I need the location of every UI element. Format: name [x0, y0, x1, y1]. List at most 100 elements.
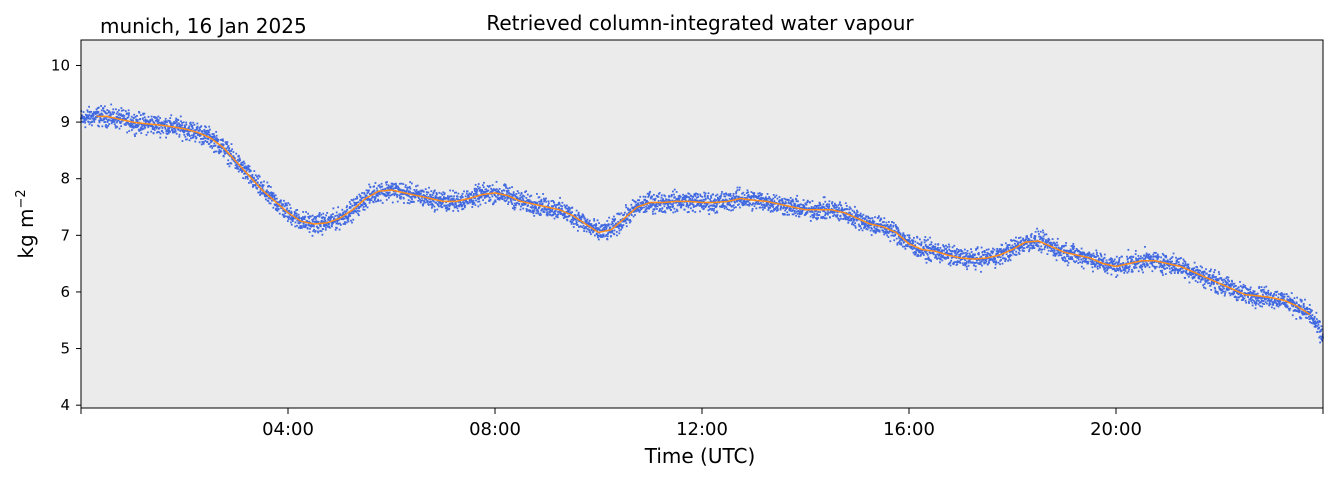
scatter-point — [1037, 241, 1040, 243]
scatter-point — [192, 136, 195, 139]
scatter-point — [136, 124, 139, 127]
scatter-point — [1014, 242, 1016, 245]
scatter-point — [136, 120, 139, 123]
scatter-point — [203, 135, 206, 138]
scatter-point — [785, 198, 788, 201]
scatter-point — [494, 195, 497, 198]
scatter-point — [742, 191, 745, 194]
scatter-point — [767, 207, 770, 210]
scatter-point — [1107, 266, 1110, 269]
scatter-point — [876, 223, 878, 225]
scatter-point — [1071, 246, 1074, 249]
scatter-point — [1050, 248, 1053, 250]
scatter-point — [735, 192, 737, 195]
scatter-point — [1000, 259, 1002, 261]
scatter-point — [297, 226, 300, 229]
scatter-point — [525, 197, 528, 199]
scatter-point — [356, 205, 359, 208]
scatter-point — [736, 186, 739, 189]
scatter-point — [566, 204, 568, 207]
scatter-point — [813, 212, 816, 215]
scatter-point — [513, 202, 516, 205]
scatter-point — [886, 224, 889, 226]
scatter-point — [671, 206, 674, 209]
scatter-point — [517, 198, 520, 201]
scatter-point — [769, 206, 772, 209]
scatter-point — [177, 128, 180, 131]
scatter-point — [453, 205, 456, 208]
scatter-point — [422, 204, 424, 207]
scatter-point — [395, 187, 398, 190]
scatter-point — [1099, 266, 1101, 269]
scatter-point — [608, 223, 610, 226]
scatter-point — [165, 124, 168, 126]
scatter-point — [199, 126, 202, 129]
scatter-point — [709, 204, 712, 207]
scatter-point — [351, 209, 354, 212]
scatter-point — [712, 193, 714, 196]
scatter-point — [867, 217, 870, 219]
scatter-point — [687, 206, 690, 209]
scatter-point — [652, 213, 654, 215]
scatter-point — [796, 210, 798, 213]
scatter-point — [168, 127, 171, 130]
scatter-point — [948, 248, 950, 251]
scatter-point — [760, 202, 762, 204]
scatter-point — [558, 201, 561, 204]
scatter-point — [616, 225, 619, 228]
scatter-point — [336, 220, 339, 223]
scatter-point — [1060, 254, 1063, 257]
scatter-point — [411, 198, 413, 201]
scatter-point — [697, 195, 700, 198]
scatter-point — [882, 224, 884, 227]
scatter-point — [587, 223, 590, 226]
scatter-point — [267, 200, 270, 202]
scatter-point — [994, 261, 997, 264]
scatter-point — [434, 197, 437, 199]
scatter-point — [377, 184, 380, 187]
scatter-point — [751, 203, 753, 206]
scatter-point — [707, 192, 710, 195]
scatter-point — [999, 248, 1002, 250]
scatter-point — [898, 241, 900, 244]
scatter-point — [286, 220, 289, 223]
scatter-point — [595, 224, 598, 226]
scatter-point — [387, 184, 390, 187]
scatter-point — [855, 219, 858, 222]
scatter-point — [714, 194, 717, 197]
scatter-point — [889, 223, 892, 226]
scatter-point — [926, 258, 929, 260]
scatter-point — [994, 263, 997, 266]
scatter-point — [713, 207, 716, 210]
scatter-point — [1074, 261, 1077, 264]
scatter-point — [371, 195, 374, 197]
scatter-point — [179, 124, 182, 126]
scatter-point — [173, 127, 176, 129]
scatter-point — [670, 209, 672, 211]
scatter-point — [104, 111, 107, 114]
scatter-point — [657, 195, 660, 198]
scatter-point — [218, 148, 221, 151]
scatter-point — [98, 119, 101, 122]
scatter-point — [1005, 258, 1007, 261]
scatter-point — [1046, 245, 1049, 248]
scatter-point — [244, 177, 247, 180]
scatter-point — [828, 205, 831, 208]
scatter-point — [991, 250, 993, 253]
scatter-point — [1002, 250, 1005, 253]
scatter-point — [724, 195, 727, 198]
scatter-point — [409, 181, 412, 184]
scatter-point — [196, 126, 199, 129]
scatter-point — [750, 191, 753, 193]
scatter-point — [1024, 239, 1026, 242]
scatter-point — [720, 193, 723, 195]
scatter-point — [257, 174, 260, 177]
scatter-point — [94, 113, 97, 116]
scatter-point — [1008, 256, 1010, 259]
scatter-point — [1099, 258, 1102, 261]
scatter-point — [96, 112, 99, 115]
scatter-point — [396, 200, 399, 203]
scatter-point — [703, 194, 706, 197]
scatter-point — [996, 247, 999, 250]
scatter-point — [586, 228, 589, 230]
